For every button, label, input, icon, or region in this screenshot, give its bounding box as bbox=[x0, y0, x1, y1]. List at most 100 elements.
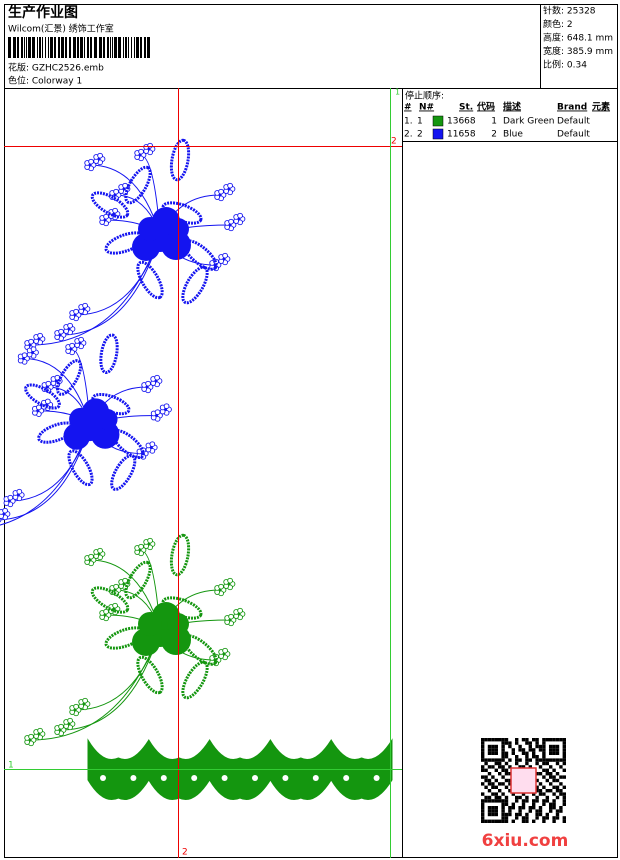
qr-module bbox=[525, 795, 529, 800]
qr-module bbox=[521, 799, 526, 803]
qr-module bbox=[487, 751, 492, 755]
qr-module bbox=[487, 758, 492, 762]
qr-module bbox=[501, 751, 505, 755]
petal bbox=[103, 608, 109, 615]
petal bbox=[16, 488, 23, 495]
qr-module bbox=[501, 792, 505, 796]
qr-module bbox=[552, 819, 556, 823]
qr-module bbox=[487, 782, 492, 786]
flower-center bbox=[113, 588, 117, 592]
qr-module bbox=[535, 799, 539, 803]
qr-module bbox=[491, 785, 495, 789]
qr-module bbox=[487, 806, 492, 810]
flower-center bbox=[37, 732, 41, 736]
qr-module bbox=[538, 748, 543, 752]
qr-module bbox=[562, 738, 566, 742]
qr-code bbox=[481, 738, 566, 823]
qr-module bbox=[515, 812, 519, 817]
lace-eyelet bbox=[221, 775, 228, 781]
qr-module bbox=[484, 758, 488, 762]
qr-module bbox=[525, 755, 529, 759]
qr-module bbox=[501, 806, 505, 810]
qr-module bbox=[549, 782, 553, 786]
barcode-bar bbox=[8, 37, 11, 58]
flower-center bbox=[28, 738, 32, 742]
barcode-bar bbox=[32, 37, 35, 58]
qr-module bbox=[525, 741, 529, 745]
flower-center bbox=[36, 409, 40, 413]
qr-module bbox=[542, 761, 546, 766]
qr-module bbox=[481, 792, 485, 796]
barcode-bar bbox=[45, 37, 46, 58]
qr-module bbox=[504, 785, 509, 789]
flower-center bbox=[145, 385, 149, 389]
qr-module bbox=[481, 802, 485, 806]
rose bbox=[138, 612, 162, 636]
qr-module bbox=[535, 761, 539, 766]
barcode-bar bbox=[147, 37, 150, 58]
row-index: 1. bbox=[404, 117, 413, 127]
qr-module bbox=[487, 748, 492, 752]
flower-center bbox=[69, 347, 73, 351]
qr-module bbox=[559, 758, 563, 762]
barcode-bar bbox=[24, 37, 25, 58]
qr-module bbox=[532, 755, 536, 759]
petal bbox=[37, 727, 43, 734]
barcode-bar bbox=[13, 37, 16, 58]
barcode-bar bbox=[84, 37, 85, 58]
qr-module bbox=[491, 809, 495, 813]
flower-center bbox=[54, 379, 58, 383]
qr-module bbox=[487, 772, 492, 776]
qr-module bbox=[521, 792, 526, 796]
qr-module bbox=[501, 744, 505, 749]
qr-module bbox=[562, 755, 566, 759]
qr-module bbox=[555, 809, 560, 813]
qr-module bbox=[521, 748, 526, 752]
petal bbox=[222, 252, 228, 259]
qr-module bbox=[538, 789, 543, 793]
qr-module bbox=[545, 772, 549, 776]
qr-module bbox=[504, 755, 509, 759]
flower-center bbox=[73, 708, 77, 712]
qr-module bbox=[511, 751, 515, 755]
column-header: 代码 bbox=[476, 101, 495, 113]
qr-module bbox=[555, 748, 560, 752]
qr-module bbox=[491, 819, 495, 823]
qr-module bbox=[494, 761, 498, 766]
qr-module bbox=[484, 778, 488, 783]
flower-center bbox=[227, 187, 231, 191]
qr-module bbox=[515, 741, 519, 745]
qr-module bbox=[521, 819, 526, 823]
petal bbox=[88, 553, 94, 560]
qr-module bbox=[481, 765, 485, 769]
qr-module bbox=[535, 778, 539, 783]
barcode-bar bbox=[103, 37, 105, 58]
lace-eyelet bbox=[160, 775, 167, 781]
row-description: Blue bbox=[503, 130, 523, 140]
flower-center bbox=[78, 341, 82, 345]
guide-label: 2 bbox=[182, 848, 188, 858]
qr-module bbox=[525, 751, 529, 755]
qr-module bbox=[501, 816, 505, 820]
row-n: 2 bbox=[417, 130, 423, 140]
flower-center bbox=[147, 542, 151, 546]
leaf bbox=[124, 560, 152, 600]
flower-center bbox=[7, 499, 11, 503]
row-n: 1 bbox=[417, 117, 423, 127]
qr-module bbox=[555, 772, 560, 776]
qr-module bbox=[504, 778, 509, 783]
petal bbox=[237, 212, 243, 219]
qr-module bbox=[504, 772, 509, 776]
qr-module bbox=[528, 758, 532, 762]
petal bbox=[237, 607, 243, 614]
rose bbox=[96, 408, 118, 430]
qr-module bbox=[508, 778, 512, 783]
flower-center bbox=[73, 313, 77, 317]
qr-module bbox=[532, 792, 536, 796]
qr-module bbox=[518, 744, 522, 749]
barcode-bar bbox=[134, 37, 135, 58]
qr-module bbox=[494, 799, 498, 803]
leaf bbox=[136, 260, 164, 300]
qr-module bbox=[487, 744, 492, 749]
qr-module bbox=[508, 765, 512, 769]
